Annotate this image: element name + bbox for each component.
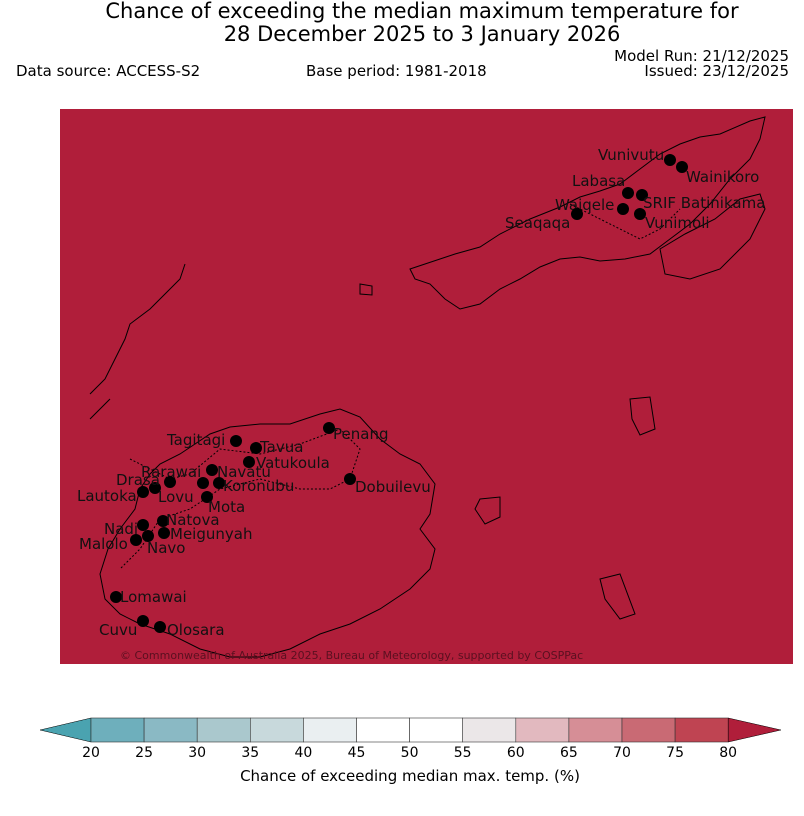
station-marker [149,482,161,494]
station-marker [110,591,122,603]
station-marker [130,534,142,546]
station-label: Navo [147,539,186,557]
station-marker [230,435,242,447]
station-marker [571,208,583,220]
station-marker [197,477,209,489]
station-marker [250,442,262,454]
colorbar-tick: 35 [241,745,260,761]
issued-date: Issued: 23/12/2025 [644,62,789,80]
station-label: Seaqaqa [505,214,571,232]
colorbar-label: Chance of exceeding median max. temp. (%… [240,767,580,785]
colorbar-segment [143,717,198,743]
colorbar-tick: 30 [188,745,207,761]
station-marker [636,189,648,201]
station-label: Rarawai [141,463,202,481]
title-line-2: 28 December 2025 to 3 January 2026 [223,22,621,46]
station-marker [634,208,646,220]
colorbar-tick: 70 [613,745,631,761]
station-marker [617,203,629,215]
station-label: Navatu [217,463,271,481]
station-label: Meigunyah [170,525,253,543]
colorbar-tick: 80 [719,745,738,761]
station-label: Wainikoro [686,168,760,186]
colorbar-segment [303,717,357,743]
station-label: Tavua [260,438,304,456]
station-marker [164,476,176,488]
model-run: Model Run: 21/12/2025 [614,47,789,65]
station-label: Lovu [158,488,194,506]
colorbar-segment [674,717,729,743]
station-marker [157,515,169,527]
station-marker [142,530,154,542]
station-label: Tagitagi [167,431,226,449]
station-label: Mota [208,498,246,516]
colorbar-extend-low [40,717,92,743]
station-marker [137,615,149,627]
title-line-1: Chance of exceeding the median maximum t… [105,0,739,23]
station-label: Drasa [116,471,160,489]
colorbar-tick: 25 [135,745,153,761]
colorbar-segment [196,717,251,743]
station-marker [676,161,688,173]
station-marker [213,477,225,489]
colorbar-tick: 75 [666,745,684,761]
vanua-levu-outline [409,116,766,310]
colorbar-segment [356,717,410,743]
station-label: Vunivutu [598,146,665,164]
station-label: Koronubu [223,477,295,495]
station-label: Waiqele [555,196,615,214]
colorbar-tick: 45 [347,745,366,761]
station-label: Cuvu [99,621,138,639]
station-label: Natova [166,511,220,529]
base-period: Base period: 1981-2018 [306,62,487,80]
station-marker [243,456,255,468]
colorbar-segment [462,717,517,743]
station-marker [201,491,213,503]
station-marker [154,621,166,633]
station-label: SRIF Batinikama [643,194,766,212]
station-label: Nadi [104,520,139,538]
station-label: Olosara [167,621,225,639]
colorbar-segment [515,717,570,743]
station-label: Malolo [79,535,128,553]
station-marker [206,464,218,476]
colorbar [40,717,782,743]
viti-levu-outline [99,408,436,658]
colorbar-segment [90,717,145,743]
station-label: Lautoka [77,487,137,505]
colorbar-tick: 55 [453,745,472,761]
station-label: Vunimoli [645,214,710,232]
province-boundaries [119,203,681,570]
data-source: Data source: ACCESS-S2 [16,62,201,80]
colorbar-tick: 40 [294,745,313,761]
colorbar-tick: 50 [400,745,419,761]
station-marker [664,154,676,166]
taveuni-outline [659,193,766,280]
colorbar-tick: 65 [559,745,578,761]
colorbar-segment [568,717,623,743]
station-label: Vatukoula [256,454,330,472]
station-marker [137,519,149,531]
station-marker [137,486,149,498]
station-marker [622,187,634,199]
islets [89,263,656,620]
colorbar-extend-high [727,717,782,743]
colorbar-tick: 20 [82,745,100,761]
station-marker [344,473,356,485]
station-label: Dobuilevu [355,478,431,496]
coastlines [89,116,766,658]
station-label: Lomawai [120,588,187,606]
probability-map: Vunivutu Wainikoro Labasa SRIF Batinikama Wa… [60,109,793,664]
colorbar-tick: 60 [506,745,525,761]
station-marker [158,527,170,539]
colorbar-segment [621,717,676,743]
colorbar-segment [250,717,304,743]
station-marker [323,422,335,434]
station-label: Penang [333,425,389,443]
colorbar-segment [409,717,464,743]
copyright-notice: © Commonwealth of Australia 2025, Bureau… [120,649,584,662]
station-label: Labasa [572,172,626,190]
